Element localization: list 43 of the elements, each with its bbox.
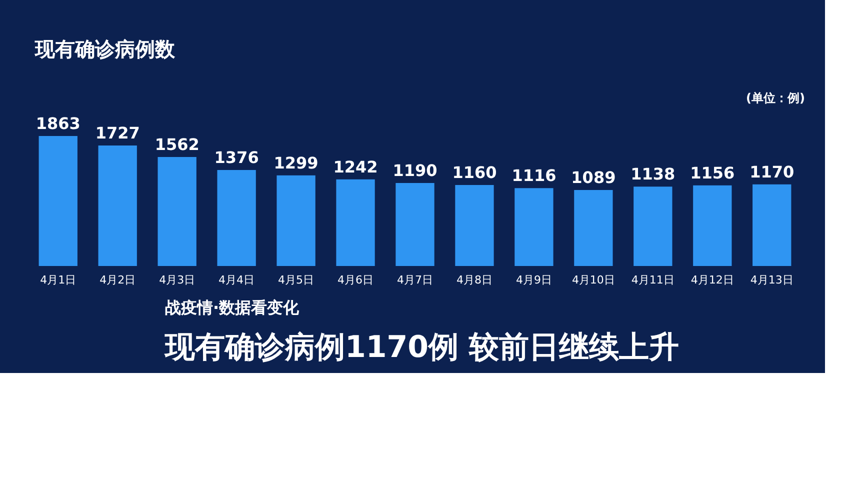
text: 现有确诊病例1170例 较前日继续上升 bbox=[164, 330, 679, 365]
x-tick-label: 4月5日 bbox=[278, 274, 314, 286]
bar bbox=[693, 185, 732, 266]
text: 战疫情·数据看变化 bbox=[165, 298, 300, 317]
x-tick-label: 4月4日 bbox=[218, 274, 255, 286]
data-label: 1299 bbox=[274, 153, 318, 172]
data-label: 1116 bbox=[512, 166, 556, 186]
data-label: 1190 bbox=[392, 160, 438, 180]
x-tick-label: 4月10日 bbox=[572, 274, 615, 286]
data-label: 1160 bbox=[452, 163, 497, 182]
chart-subtitle: (单位：例) bbox=[746, 91, 805, 105]
x-tick-label: 4月12日 bbox=[690, 274, 734, 286]
chart-title: 现有确诊病例数 bbox=[34, 37, 176, 61]
bar bbox=[455, 185, 494, 266]
bar bbox=[514, 188, 554, 266]
data-label: 1727 bbox=[95, 123, 140, 142]
data-label: 1562 bbox=[154, 135, 200, 154]
bar bbox=[574, 190, 613, 266]
bar bbox=[98, 145, 137, 266]
data-label: 1138 bbox=[630, 164, 676, 184]
bar bbox=[217, 170, 256, 266]
data-label: 1170 bbox=[750, 162, 794, 182]
bar bbox=[396, 182, 434, 266]
data-label: 1242 bbox=[333, 157, 378, 176]
bar bbox=[276, 175, 316, 266]
x-tick-label: 4月13日 bbox=[750, 274, 794, 286]
x-tick-label: 4月3日 bbox=[159, 274, 196, 286]
bar bbox=[336, 179, 375, 266]
x-tick-label: 4月1日 bbox=[40, 274, 76, 286]
bar bbox=[752, 184, 792, 266]
x-tick-label: 4月8日 bbox=[456, 274, 492, 286]
x-tick-label: 4月9日 bbox=[516, 274, 552, 286]
x-tick-label: 4月11日 bbox=[631, 274, 674, 286]
x-tick-label: 4月7日 bbox=[397, 274, 433, 286]
x-tick-label: 4月6日 bbox=[338, 274, 374, 286]
bar bbox=[634, 186, 672, 266]
data-label: 1089 bbox=[571, 168, 616, 188]
x-tick-label: 4月2日 bbox=[100, 274, 136, 286]
data-label: 1376 bbox=[214, 148, 259, 167]
bar bbox=[158, 157, 196, 266]
bar bbox=[38, 136, 78, 266]
data-label: 1156 bbox=[690, 163, 735, 182]
data-label: 1863 bbox=[36, 114, 80, 133]
